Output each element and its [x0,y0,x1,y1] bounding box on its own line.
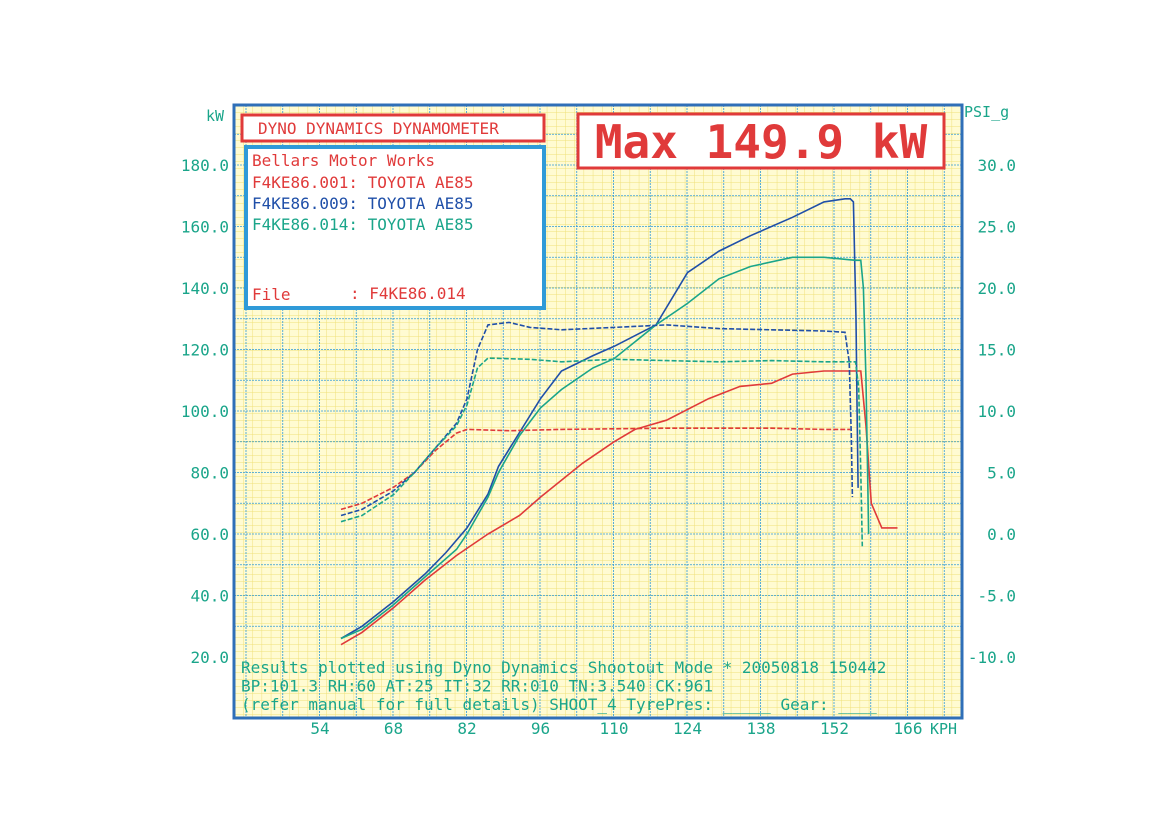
x-tick-label: 110 [600,719,629,738]
series-line [340,427,851,511]
banner-title: DYNO DYNAMICS DYNAMOMETER [258,119,499,138]
series-line [340,198,859,640]
legend-file-label: File [252,285,291,304]
right-axis-ticks: 30.0 25.0 20.0 15.0 10.0 5.0 0.0 -5.0 -10.0 [968,156,1016,667]
max-label: Max 149.9 kW [595,115,928,169]
right-tick-label: 25.0 [977,218,1016,237]
left-tick-label: 120.0 [181,341,229,360]
left-tick-label: 40.0 [190,587,229,606]
legend-items: F4KE86.001: TOYOTA AE85 F4KE86.009: TOYOT… [252,173,474,234]
left-tick-label: 20.0 [190,648,229,667]
legend-item: F4KE86.014: TOYOTA AE85 [252,215,474,234]
x-tick-label: 82 [457,719,476,738]
left-tick-label: 140.0 [181,279,229,298]
series-line [340,321,854,517]
x-axis-unit: KPH [930,720,957,738]
left-tick-label: 100.0 [181,402,229,421]
right-tick-label: 5.0 [987,464,1016,483]
legend-item: F4KE86.001: TOYOTA AE85 [252,173,474,192]
x-tick-label: 138 [747,719,776,738]
left-axis-unit: kW [206,107,225,125]
x-tick-label: 166 [894,719,923,738]
x-axis-ticks: 54 68 82 96 110 124 138 152 166 [310,719,922,738]
series-line [340,256,870,640]
right-tick-label: 0.0 [987,525,1016,544]
left-tick-label: 60.0 [190,525,229,544]
left-tick-label: 160.0 [181,218,229,237]
max-label-box [576,112,946,170]
x-tick-label: 96 [531,719,550,738]
plot-frame [232,103,964,720]
footer-line: (refer manual for full details) SHOOT_4 … [241,695,877,714]
right-tick-label: 10.0 [977,402,1016,421]
footer-line: BP:101.3 RH:60 AT:25 IT:32 RR:010 TN:3.5… [241,677,713,696]
right-tick-label: 30.0 [977,156,1016,175]
right-axis-unit: PSI_g [964,103,1009,121]
series-line [340,357,864,547]
right-tick-label: 20.0 [977,279,1016,298]
x-tick-label: 54 [310,719,329,738]
banner-title-box [240,113,546,143]
footer-lines: Results plotted using Dyno Dynamics Shoo… [241,658,886,714]
right-tick-label: 15.0 [977,341,1016,360]
right-tick-label: -5.0 [977,587,1016,606]
legend-box [244,145,546,310]
x-tick-label: 124 [673,719,702,738]
left-tick-label: 80.0 [190,464,229,483]
footer-line: Results plotted using Dyno Dynamics Shoo… [241,658,886,677]
legend-file-value: : F4KE86.014 [350,284,466,303]
legend-company: Bellars Motor Works [252,151,435,170]
series-line [340,370,898,646]
legend-item: F4KE86.009: TOYOTA AE85 [252,194,474,213]
left-tick-label: 180.0 [181,156,229,175]
left-axis-ticks: 180.0 160.0 140.0 120.0 100.0 80.0 60.0 40.0 20.… [181,156,229,667]
x-tick-label: 68 [384,719,403,738]
x-tick-label: 152 [820,719,849,738]
right-tick-label: -10.0 [968,648,1016,667]
series-layer [340,198,898,646]
